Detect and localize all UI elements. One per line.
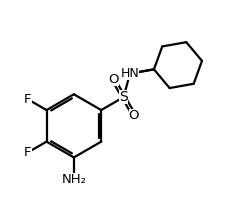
Text: F: F — [24, 146, 32, 159]
Text: O: O — [108, 73, 119, 86]
Text: F: F — [24, 93, 32, 106]
Text: O: O — [129, 109, 139, 122]
Text: S: S — [119, 90, 128, 104]
Text: NH₂: NH₂ — [61, 173, 86, 186]
Text: HN: HN — [121, 67, 139, 80]
